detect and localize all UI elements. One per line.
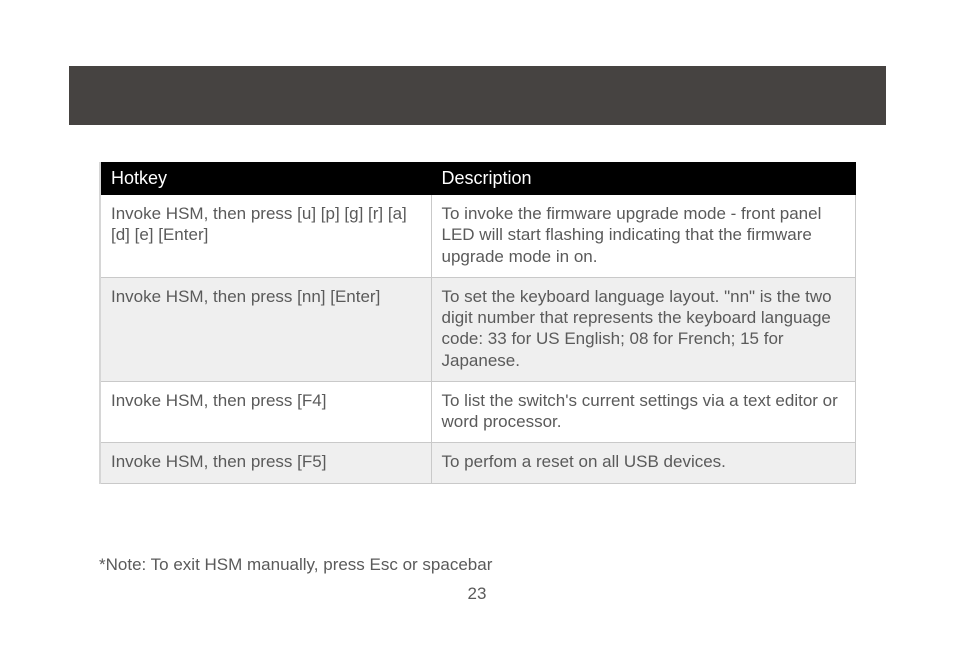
cell-description: To perfom a reset on all USB devices. [431,443,856,483]
cell-description: To list the switch's current settings vi… [431,381,856,443]
cell-description: To set the keyboard language layout. "nn… [431,277,856,381]
table-row: Invoke HSM, then press [F5] To perfom a … [101,443,856,483]
hotkey-table-container: Hotkey Description Invoke HSM, then pres… [99,162,856,484]
cell-hotkey: Invoke HSM, then press [F4] [101,381,431,443]
col-header-description: Description [431,162,856,195]
cell-description: To invoke the firmware upgrade mode - fr… [431,195,856,277]
col-header-hotkey: Hotkey [101,162,431,195]
hotkey-table: Hotkey Description Invoke HSM, then pres… [101,162,856,484]
header-banner [69,66,886,125]
cell-hotkey: Invoke HSM, then press [u] [p] [g] [r] [… [101,195,431,277]
footnote: *Note: To exit HSM manually, press Esc o… [99,555,492,575]
cell-hotkey: Invoke HSM, then press [F5] [101,443,431,483]
table-row: Invoke HSM, then press [nn] [Enter] To s… [101,277,856,381]
table-row: Invoke HSM, then press [u] [p] [g] [r] [… [101,195,856,277]
cell-hotkey: Invoke HSM, then press [nn] [Enter] [101,277,431,381]
page-number: 23 [0,584,954,604]
table-header-row: Hotkey Description [101,162,856,195]
table-row: Invoke HSM, then press [F4] To list the … [101,381,856,443]
